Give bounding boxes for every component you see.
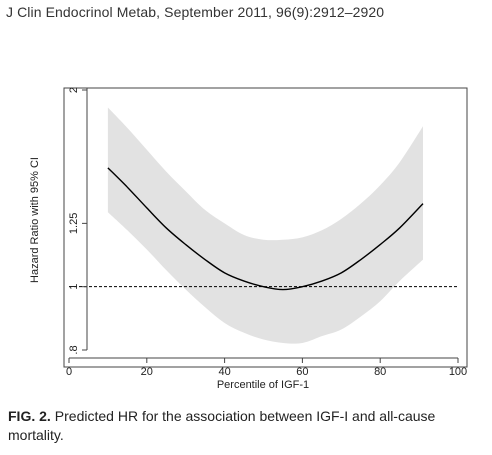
hazard-ratio-line <box>107 167 424 291</box>
x-tick-label: 100 <box>449 366 467 378</box>
y-axis-ticks: .8 1 1.25 2 <box>68 87 87 355</box>
x-tick-label: 0 <box>66 366 72 378</box>
x-tick-label: 20 <box>141 366 153 378</box>
y-tick-label: 1.25 <box>68 213 80 234</box>
x-tick-label: 40 <box>218 366 230 378</box>
confidence-interval-band <box>107 107 423 344</box>
journal-citation: J Clin Endocrinol Metab, September 2011,… <box>6 4 385 20</box>
figure-label: FIG. 2. <box>8 408 51 424</box>
y-axis-label: Hazard Ratio with 95% CI <box>29 157 41 283</box>
caption-text: Predicted HR for the association between… <box>8 408 436 443</box>
x-tick-label: 80 <box>374 366 386 378</box>
x-tick-label: 60 <box>296 366 308 378</box>
y-tick-label: .8 <box>68 345 80 354</box>
figure-caption: FIG. 2. Predicted HR for the association … <box>8 407 483 445</box>
x-axis-ticks: 0 20 40 60 80 100 <box>66 358 467 378</box>
y-tick-label: 2 <box>68 87 80 93</box>
hazard-ratio-chart: 0 20 40 60 80 100 .8 1 1.25 2 Percentile of IGF-… <box>29 87 468 391</box>
y-tick-label: 1 <box>68 284 80 290</box>
x-axis-label: Percentile of IGF-1 <box>217 379 309 391</box>
figure-panel: 0 20 40 60 80 100 .8 1 1.25 2 Percentile of IGF-… <box>0 70 492 400</box>
